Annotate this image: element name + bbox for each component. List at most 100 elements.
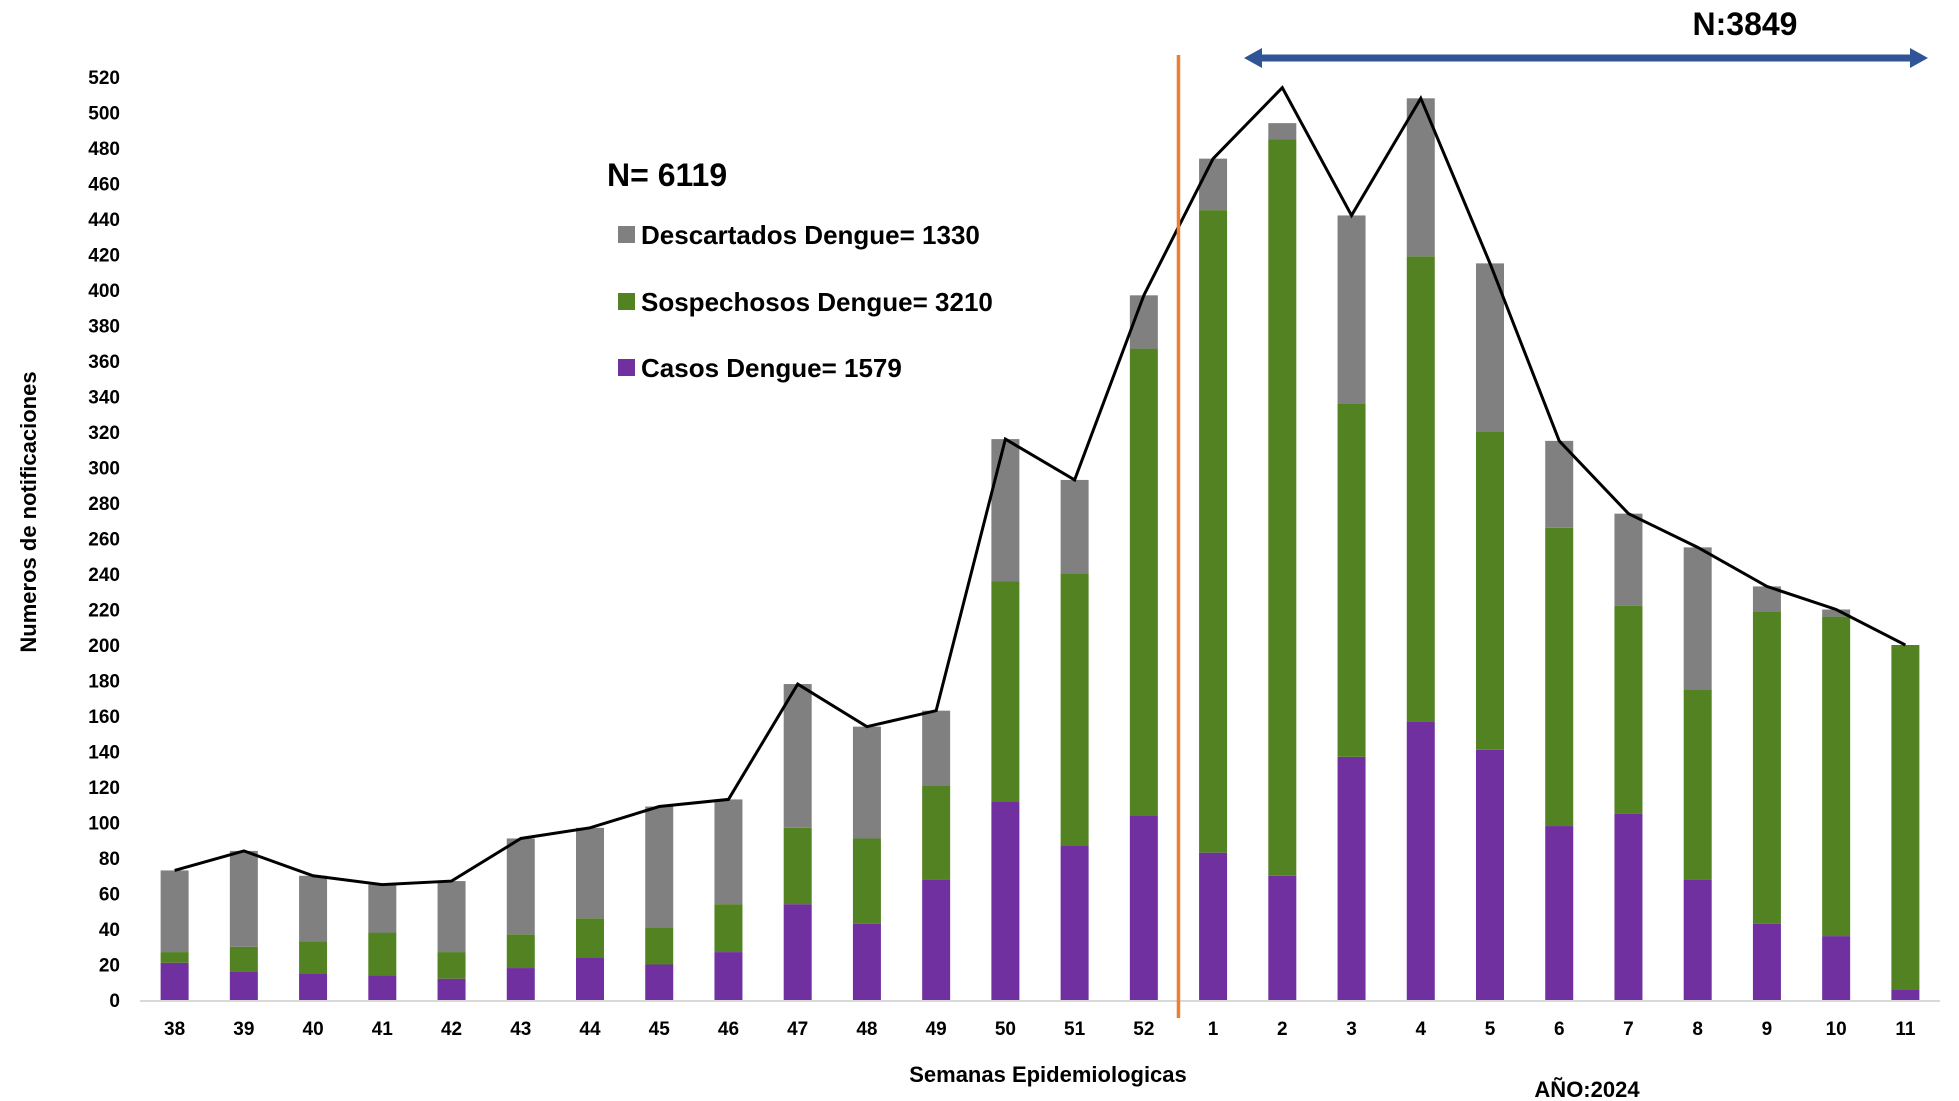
x-tick-label: 45 — [649, 1019, 671, 1040]
y-tick-label: 260 — [88, 530, 120, 551]
y-tick-label: 0 — [109, 991, 120, 1012]
total-line — [174, 85, 1907, 887]
y-tick-label: 120 — [88, 778, 120, 799]
bar-casos-10 — [1822, 936, 1851, 1000]
bar-sospechosos-4 — [1406, 256, 1435, 722]
range-total-label: N:3849 — [1693, 6, 1798, 42]
bar-descartados-41 — [368, 884, 397, 933]
bar-sospechosos-50 — [991, 581, 1020, 802]
bar-casos-52 — [1129, 815, 1158, 1000]
bar-sospechosos-1 — [1199, 210, 1228, 853]
y-tick-label: 60 — [99, 885, 120, 906]
bar-descartados-39 — [229, 850, 258, 947]
bar-sospechosos-8 — [1683, 689, 1712, 880]
legend-swatch-casos — [618, 359, 635, 376]
bar-descartados-10 — [1822, 609, 1851, 617]
x-tick-label: 1 — [1208, 1019, 1219, 1040]
bar-casos-38 — [160, 962, 189, 1000]
bar-descartados-5 — [1476, 263, 1504, 432]
bar-descartados-44 — [576, 827, 604, 919]
bar-sospechosos-52 — [1129, 348, 1158, 816]
x-tick-label: 47 — [787, 1019, 808, 1040]
y-tick-label: 40 — [99, 920, 120, 941]
bar-casos-39 — [229, 971, 258, 1000]
y-tick-label: 340 — [88, 388, 120, 409]
bar-descartados-48 — [852, 726, 881, 839]
y-tick-label: 240 — [88, 565, 120, 586]
bar-descartados-51 — [1060, 479, 1089, 574]
x-tick-label: 10 — [1826, 1019, 1847, 1040]
bar-descartados-8 — [1683, 547, 1712, 690]
x-axis-title: Semanas Epidemiologicas — [909, 1062, 1187, 1087]
bar-casos-48 — [852, 923, 881, 1000]
bar-casos-2 — [1268, 875, 1297, 1000]
legend-label-sospechosos: Sospechosos Dengue= 3210 — [641, 287, 993, 317]
x-tick-label: 4 — [1415, 1019, 1426, 1040]
bar-casos-9 — [1752, 923, 1781, 1000]
bar-descartados-46 — [714, 799, 743, 905]
y-tick-label: 220 — [88, 601, 120, 622]
bar-casos-4 — [1406, 721, 1435, 1000]
x-tick-label: 51 — [1064, 1019, 1086, 1040]
y-tick-label: 480 — [88, 139, 120, 160]
bar-casos-50 — [991, 801, 1020, 1000]
bar-descartados-49 — [922, 710, 951, 786]
x-tick-label: 11 — [1895, 1019, 1916, 1040]
bar-sospechosos-10 — [1822, 616, 1851, 937]
legend: Descartados Dengue= 1330 Sospechosos Den… — [618, 220, 993, 383]
y-axis-title: Numeros de notificaciones — [16, 371, 41, 652]
legend-label-descartados: Descartados Dengue= 1330 — [641, 220, 980, 250]
arrow-head-left — [1244, 48, 1262, 68]
x-tick-label: 38 — [164, 1019, 185, 1040]
bar-sospechosos-47 — [783, 827, 812, 905]
bar-descartados-47 — [783, 684, 812, 828]
x-tick-label: 5 — [1485, 1019, 1496, 1040]
bar-casos-44 — [576, 957, 604, 1000]
y-tick-label: 500 — [88, 104, 120, 125]
y-tick-label: 420 — [88, 246, 120, 267]
bar-casos-40 — [299, 973, 328, 1000]
y-tick-label: 460 — [88, 175, 120, 196]
bar-descartados-45 — [645, 806, 674, 928]
bar-sospechosos-41 — [368, 932, 397, 976]
bar-descartados-50 — [991, 439, 1020, 582]
y-tick-label: 400 — [88, 281, 120, 302]
x-tick-label: 8 — [1692, 1019, 1703, 1040]
x-tick-label: 7 — [1623, 1019, 1634, 1040]
y-tick-label: 20 — [99, 956, 120, 977]
bar-descartados-1 — [1199, 158, 1228, 211]
y-tick-label: 320 — [88, 423, 120, 444]
bar-descartados-40 — [299, 875, 328, 942]
x-tick-label: 46 — [718, 1019, 739, 1040]
bar-sospechosos-49 — [922, 785, 951, 880]
bar-casos-3 — [1337, 756, 1366, 1000]
total-label: N= 6119 — [607, 157, 727, 193]
y-tick-label: 180 — [88, 672, 120, 693]
legend-label-casos: Casos Dengue= 1579 — [641, 353, 902, 383]
bars-layer — [160, 98, 1920, 1000]
bar-descartados-38 — [160, 870, 189, 953]
bar-sospechosos-6 — [1545, 527, 1574, 827]
bar-sospechosos-48 — [852, 838, 881, 924]
bar-casos-11 — [1891, 989, 1920, 1000]
y-tick-label: 300 — [88, 459, 120, 480]
y-tick-label: 160 — [88, 707, 120, 728]
y-tick-label: 80 — [99, 849, 120, 870]
bar-sospechosos-46 — [714, 904, 743, 953]
bar-sospechosos-2 — [1268, 139, 1297, 876]
x-tick-label: 44 — [579, 1019, 601, 1040]
bar-casos-42 — [437, 978, 466, 1000]
x-tick-label: 52 — [1133, 1019, 1154, 1040]
y-tick-label: 440 — [88, 210, 120, 231]
bar-sospechosos-11 — [1891, 645, 1920, 990]
x-tick-label: 48 — [856, 1019, 877, 1040]
y-tick-label: 140 — [88, 743, 120, 764]
bar-casos-8 — [1683, 879, 1712, 1000]
bar-sospechosos-40 — [299, 941, 328, 974]
bar-casos-43 — [506, 968, 535, 1000]
bar-descartados-7 — [1614, 513, 1643, 606]
y-tick-label: 280 — [88, 494, 120, 515]
bar-descartados-4 — [1406, 98, 1435, 257]
bar-casos-41 — [368, 975, 397, 1000]
